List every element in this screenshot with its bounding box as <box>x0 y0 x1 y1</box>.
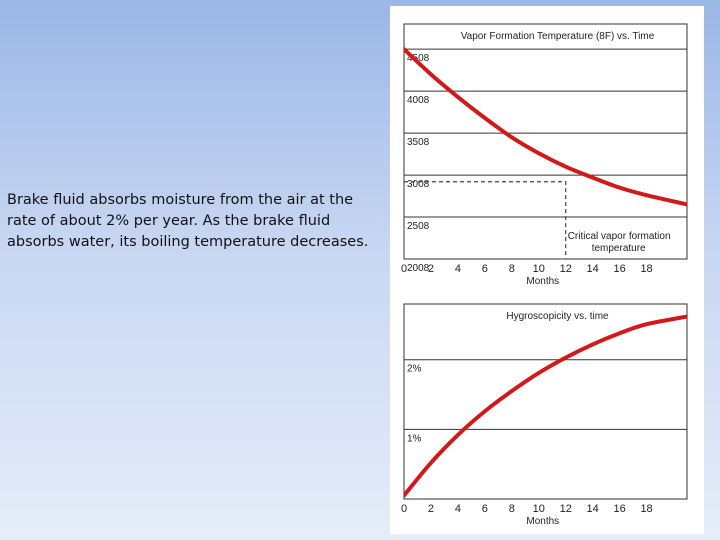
hygro-y-tick-label: 2% <box>407 364 422 375</box>
temp-x-tick-label: 4 <box>455 263 461 275</box>
hygro-x-tick-label: 16 <box>613 503 625 515</box>
temp-x-axis-label: Months <box>526 276 559 287</box>
temp-x-tick-label: 12 <box>560 263 572 275</box>
temp-y-tick-label: 3508 <box>407 137 430 148</box>
hygro-x-tick-label: 8 <box>509 503 515 515</box>
hygro-x-tick-label: 4 <box>455 503 461 515</box>
hygro-x-tick-label: 6 <box>482 503 488 515</box>
temp-critical-dashed-line <box>404 181 567 259</box>
hygro-y-tick-label: 1% <box>407 433 422 444</box>
hygro-series-line <box>404 314 687 498</box>
hygro-x-tick-label: 0 <box>401 503 407 515</box>
chart-panel: Vapor Formation Temperature (8F) vs. Tim… <box>390 6 704 534</box>
temp-series-line <box>404 47 687 207</box>
temp-y-tick-label: 2008 <box>407 263 430 274</box>
hygro-x-tick-label: 10 <box>533 503 545 515</box>
temp-annotation-label: temperature <box>592 243 646 254</box>
temp-y-tick-label: 4508 <box>407 53 430 64</box>
hygro-x-tick-label: 2 <box>428 503 434 515</box>
temp-x-tick-label: 18 <box>640 263 652 275</box>
charts-svg: Vapor Formation Temperature (8F) vs. Tim… <box>401 23 688 527</box>
hygro-x-tick-label: 12 <box>560 503 572 515</box>
hygro-plot-frame <box>403 303 688 500</box>
hygro-chart-title: Hygroscopicity vs. time <box>506 311 609 322</box>
temp-x-tick-label: 0 <box>401 263 407 275</box>
temp-annotation-label: Critical vapor formation <box>568 231 671 242</box>
temp-x-tick-label: 6 <box>482 263 488 275</box>
temp-y-tick-label: 2508 <box>407 221 430 232</box>
hygro-x-tick-label: 18 <box>640 503 652 515</box>
hygro-x-axis-label: Months <box>526 516 559 527</box>
hygro-x-tick-label: 14 <box>587 503 599 515</box>
temp-x-tick-label: 8 <box>509 263 515 275</box>
temp-y-tick-label: 4008 <box>407 95 430 106</box>
temp-x-tick-label: 16 <box>613 263 625 275</box>
temp-chart-title: Vapor Formation Temperature (8F) vs. Tim… <box>461 31 655 42</box>
temp-x-tick-label: 10 <box>533 263 545 275</box>
temp-x-tick-label: 14 <box>587 263 599 275</box>
temp-x-tick-label: 2 <box>428 263 434 275</box>
temp-y-tick-label: 3008 <box>407 179 430 190</box>
temp-plot-frame <box>403 23 688 260</box>
slide-caption: Brake fluid absorbs moisture from the ai… <box>7 192 369 250</box>
